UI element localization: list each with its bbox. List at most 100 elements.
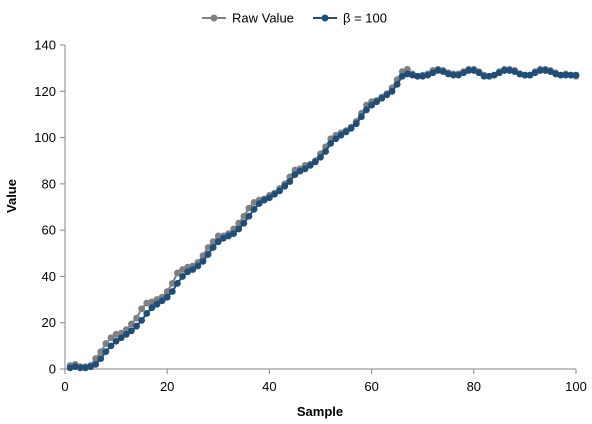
data-point	[403, 70, 411, 78]
data-point	[352, 120, 360, 128]
data-point	[429, 69, 437, 77]
data-point	[122, 330, 130, 338]
data-point	[260, 196, 268, 204]
data-point	[506, 67, 513, 74]
legend: Raw Value β = 100	[202, 11, 387, 26]
data-point	[311, 158, 319, 166]
y-tick-label: 100	[34, 130, 56, 145]
data-point	[184, 268, 192, 276]
data-point	[97, 355, 105, 362]
data-point	[383, 91, 391, 99]
data-point	[153, 300, 161, 308]
data-point	[133, 314, 140, 322]
data-point	[271, 190, 278, 198]
data-point	[327, 139, 335, 147]
data-point	[245, 204, 253, 212]
data-point	[388, 87, 396, 95]
data-point	[112, 330, 120, 338]
data-point	[245, 212, 253, 220]
y-tick-label: 0	[49, 362, 56, 377]
data-point	[322, 148, 330, 155]
data-point	[368, 101, 375, 109]
data-point	[66, 364, 74, 372]
data-point	[373, 98, 381, 106]
series-line	[69, 69, 576, 369]
data-point	[337, 131, 345, 139]
data-point	[521, 71, 529, 79]
x-tick-label: 60	[364, 379, 378, 394]
data-point	[138, 305, 146, 313]
data-point	[475, 69, 483, 77]
data-point	[444, 70, 452, 78]
data-point	[296, 167, 304, 175]
y-tick-label: 60	[42, 223, 56, 238]
data-point	[82, 364, 89, 372]
data-point	[495, 69, 503, 77]
data-point	[301, 165, 309, 173]
data-point	[209, 244, 217, 251]
data-point	[189, 266, 197, 273]
data-point	[240, 212, 248, 220]
x-tick-label: 20	[160, 379, 174, 394]
data-point	[158, 297, 166, 305]
y-tick-label: 80	[42, 176, 56, 191]
data-point	[485, 72, 493, 80]
data-point	[112, 337, 120, 345]
data-point	[128, 327, 135, 335]
x-tick-label: 100	[565, 379, 587, 394]
data-point	[214, 238, 222, 246]
data-point	[204, 251, 212, 258]
data-point	[250, 198, 258, 206]
data-point	[562, 71, 570, 79]
data-point	[449, 71, 457, 79]
data-point	[199, 257, 207, 265]
data-point	[536, 67, 544, 74]
legend-label-beta-100: β = 100	[343, 11, 387, 26]
data-point	[199, 252, 207, 259]
data-point	[276, 187, 284, 195]
data-point	[557, 71, 565, 79]
y-tick-label: 40	[42, 269, 56, 284]
data-point	[547, 68, 554, 76]
series-0	[66, 65, 580, 371]
legend-item-raw-value: Raw Value	[202, 11, 294, 26]
data-point	[220, 234, 227, 242]
data-point	[526, 71, 534, 79]
data-point	[168, 288, 176, 295]
data-point	[240, 219, 248, 227]
data-point	[567, 71, 575, 79]
data-point	[439, 68, 447, 76]
data-point	[148, 298, 156, 306]
data-point	[455, 71, 462, 79]
y-tick-label: 140	[34, 38, 56, 53]
data-point	[363, 106, 370, 114]
data-point	[204, 244, 212, 251]
data-point	[102, 340, 110, 347]
data-point	[470, 67, 478, 74]
data-point	[511, 68, 519, 76]
data-point	[393, 80, 401, 88]
data-point	[179, 273, 186, 280]
data-point	[163, 288, 171, 295]
data-point	[281, 182, 289, 190]
y-tick-label: 120	[34, 84, 56, 99]
data-point	[107, 334, 115, 342]
data-point	[92, 355, 100, 362]
data-point	[501, 67, 508, 74]
series-1	[66, 67, 580, 372]
data-point	[174, 279, 181, 287]
x-tick-label: 80	[467, 379, 481, 394]
data-point	[266, 194, 273, 202]
data-point	[76, 364, 84, 372]
data-point	[148, 304, 156, 312]
x-axis-ticks: 0 20 40 60 80 100	[61, 369, 587, 394]
data-point	[138, 317, 146, 324]
y-tick-label: 20	[42, 315, 56, 330]
data-point	[490, 71, 498, 79]
data-point	[230, 230, 238, 238]
data-point	[434, 67, 442, 74]
data-point	[414, 72, 421, 80]
data-point	[552, 70, 559, 78]
